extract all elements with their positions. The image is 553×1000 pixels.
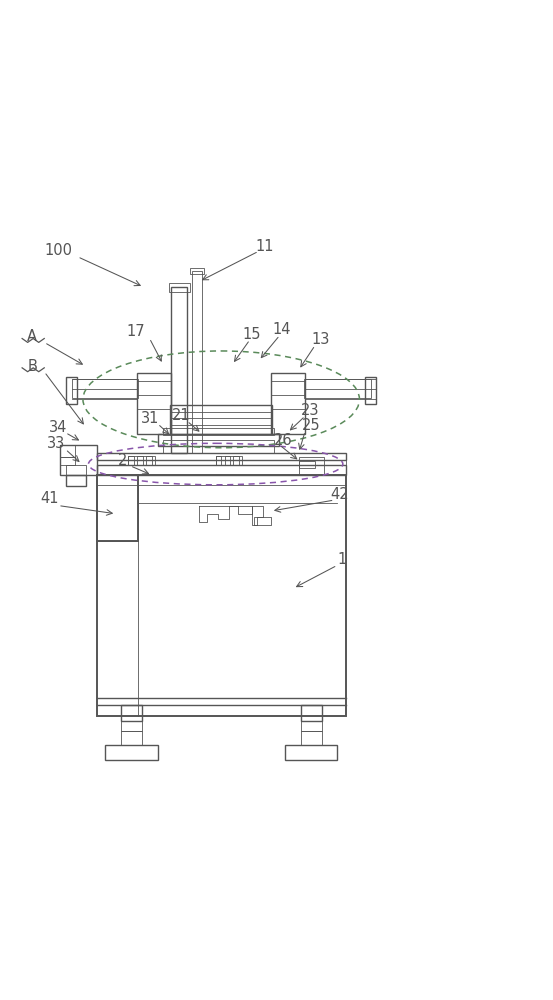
Bar bbox=[169, 283, 190, 292]
Bar bbox=[137, 373, 171, 434]
Bar bbox=[365, 377, 376, 404]
Bar bbox=[72, 379, 138, 398]
Bar bbox=[163, 428, 274, 435]
Bar bbox=[163, 440, 274, 453]
Text: 34: 34 bbox=[49, 420, 67, 435]
Bar bbox=[301, 731, 322, 745]
Text: 21: 21 bbox=[172, 408, 191, 423]
Text: 31: 31 bbox=[141, 411, 160, 426]
Bar bbox=[216, 456, 242, 465]
Bar bbox=[285, 745, 337, 760]
Bar bbox=[192, 271, 202, 453]
Bar bbox=[97, 475, 138, 541]
Text: 42: 42 bbox=[331, 487, 349, 502]
Text: 100: 100 bbox=[44, 243, 72, 258]
Bar bbox=[216, 456, 221, 465]
Bar bbox=[128, 456, 134, 465]
Bar bbox=[128, 456, 155, 465]
Text: 1: 1 bbox=[337, 552, 346, 567]
Bar bbox=[299, 457, 324, 475]
Bar bbox=[225, 456, 230, 465]
Text: A: A bbox=[27, 329, 37, 344]
Bar bbox=[137, 456, 143, 465]
Text: 14: 14 bbox=[273, 322, 291, 337]
Bar bbox=[66, 465, 86, 475]
Bar bbox=[121, 731, 142, 745]
Bar bbox=[97, 475, 346, 716]
Bar bbox=[146, 456, 152, 465]
Bar bbox=[301, 721, 322, 731]
Text: 23: 23 bbox=[300, 403, 319, 418]
Text: 2: 2 bbox=[118, 453, 127, 468]
Bar bbox=[271, 373, 305, 434]
Text: 13: 13 bbox=[311, 332, 330, 347]
Bar bbox=[304, 379, 371, 398]
Text: 26: 26 bbox=[274, 433, 293, 448]
Bar bbox=[170, 405, 272, 434]
Bar bbox=[97, 465, 346, 475]
Bar bbox=[66, 377, 77, 404]
Bar bbox=[97, 453, 346, 460]
Text: 17: 17 bbox=[126, 324, 145, 339]
Bar bbox=[301, 705, 322, 721]
Bar bbox=[60, 445, 97, 475]
Bar bbox=[60, 445, 75, 457]
Bar bbox=[121, 705, 142, 721]
Bar bbox=[158, 434, 279, 446]
Bar bbox=[171, 287, 187, 453]
Bar bbox=[66, 475, 86, 486]
Text: 33: 33 bbox=[47, 436, 66, 451]
Bar bbox=[190, 268, 204, 274]
Bar bbox=[299, 461, 315, 468]
Bar bbox=[60, 457, 75, 465]
Bar bbox=[121, 721, 142, 731]
Bar bbox=[233, 456, 239, 465]
Text: B: B bbox=[27, 359, 37, 374]
Text: 41: 41 bbox=[40, 491, 59, 506]
Text: 15: 15 bbox=[242, 327, 261, 342]
Text: 25: 25 bbox=[301, 418, 320, 433]
Bar bbox=[97, 460, 346, 465]
Text: 11: 11 bbox=[255, 239, 274, 254]
Bar bbox=[105, 745, 158, 760]
